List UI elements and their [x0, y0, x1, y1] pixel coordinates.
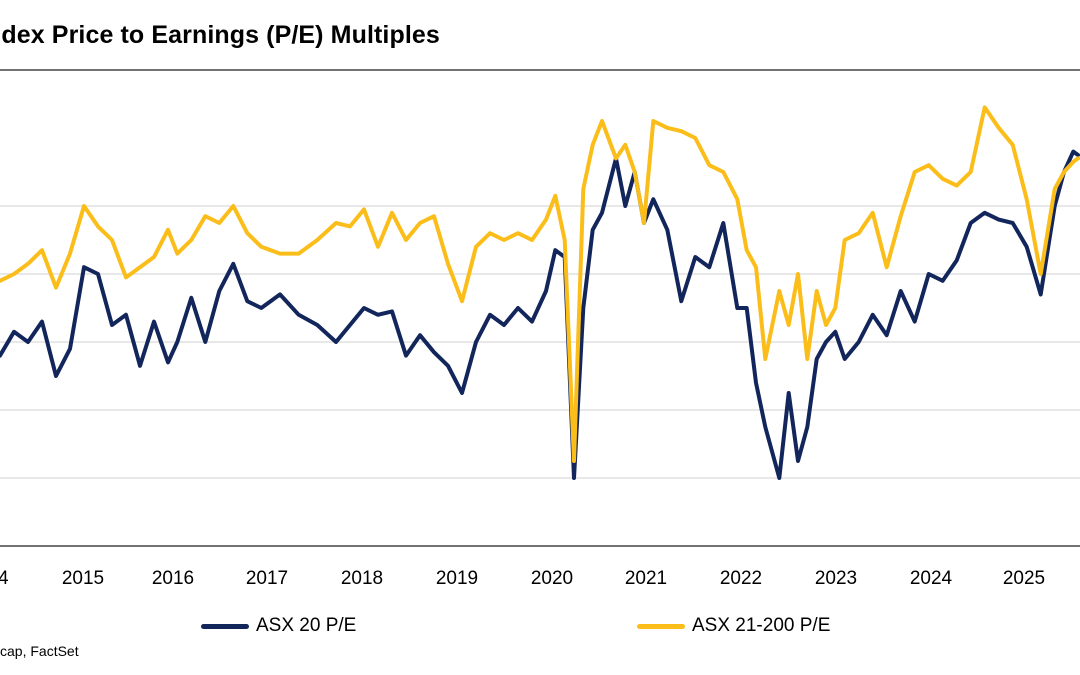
source-note: cap, FactSet — [0, 643, 79, 659]
x-tick-label: 2015 — [62, 568, 104, 589]
x-tick-label: 2020 — [531, 568, 573, 589]
series-line-asx21-200 — [0, 105, 1080, 463]
legend-label-asx21-200: ASX 21-200 P/E — [692, 615, 831, 636]
chart-title: ndex Price to Earnings (P/E) Multiples — [0, 21, 440, 49]
legend-item-asx20: ASX 20 P/E — [201, 611, 356, 641]
series-line-asx20 — [0, 149, 1080, 480]
x-tick-labels: 4 2015 2016 2017 2018 2019 2020 2021 2022 2023 202… — [0, 568, 1045, 589]
x-tick-label: 2018 — [341, 568, 383, 589]
x-tick-label: 2021 — [625, 568, 667, 589]
legend-item-asx21-200: ASX 21-200 P/E — [637, 611, 830, 641]
x-tick-label: 2023 — [815, 568, 857, 589]
gridlines — [0, 205, 1080, 479]
x-tick-label: 2025 — [1003, 568, 1045, 589]
legend-swatch-asx21-200 — [637, 623, 685, 629]
legend-swatch-asx20 — [201, 623, 249, 629]
x-tick-label: 2022 — [720, 568, 762, 589]
x-tick-label: 4 — [0, 568, 9, 589]
x-tick-label: 2019 — [436, 568, 478, 589]
series-lines — [0, 105, 1080, 480]
x-tick-label: 2016 — [152, 568, 194, 589]
x-tick-label: 2024 — [910, 568, 953, 589]
x-tick-label: 2017 — [246, 568, 288, 589]
legend-label-asx20: ASX 20 P/E — [256, 615, 357, 636]
